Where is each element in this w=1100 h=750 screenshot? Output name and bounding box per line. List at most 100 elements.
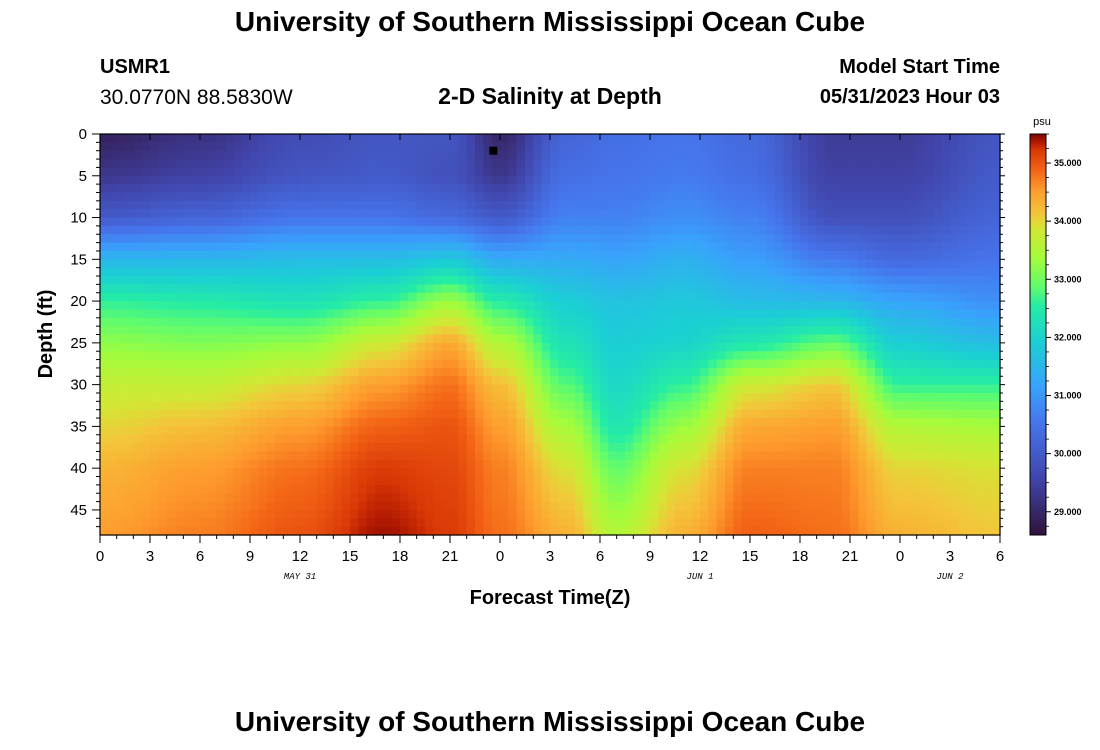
heatmap-cell: [508, 426, 518, 436]
heatmap-cell: [891, 184, 901, 194]
heatmap-cell: [733, 134, 743, 143]
heatmap-cell: [233, 317, 243, 327]
heatmap-cell: [683, 493, 693, 503]
heatmap-cell: [633, 518, 643, 528]
heatmap-cell: [575, 426, 584, 436]
heatmap-cell: [291, 526, 301, 536]
heatmap-cell: [450, 384, 459, 394]
heatmap-cell: [841, 484, 851, 494]
heatmap-cell: [733, 376, 743, 386]
heatmap-cell: [225, 142, 234, 152]
heatmap-cell: [325, 242, 334, 252]
heatmap-cell: [933, 200, 943, 210]
heatmap-cell: [600, 459, 609, 469]
heatmap-cell: [333, 409, 343, 419]
heatmap-cell: [708, 476, 718, 486]
heatmap-cell: [716, 142, 726, 152]
heatmap-cell: [825, 351, 834, 361]
heatmap-cell: [883, 267, 893, 277]
heatmap-cell: [158, 267, 168, 277]
heatmap-cell: [308, 234, 318, 244]
heatmap-cell: [258, 217, 268, 227]
heatmap-cell: [625, 250, 634, 260]
heatmap-cell: [391, 484, 401, 494]
heatmap-cell: [283, 234, 293, 244]
heatmap-cell: [616, 134, 626, 143]
heatmap-cell: [783, 142, 793, 152]
heatmap-cell: [341, 150, 351, 160]
heatmap-cell: [583, 401, 593, 411]
heatmap-cell: [308, 484, 318, 494]
heatmap-cell: [566, 434, 576, 444]
heatmap-cell: [458, 501, 468, 511]
heatmap-cell: [225, 484, 234, 494]
heatmap-cell: [566, 276, 576, 285]
heatmap-cell: [733, 434, 743, 444]
heatmap-cell: [283, 376, 293, 386]
heatmap-cell: [691, 142, 701, 152]
heatmap-cell: [958, 142, 968, 152]
heatmap-cell: [741, 468, 751, 478]
heatmap-cell: [658, 526, 668, 536]
heatmap-cell: [875, 326, 884, 336]
heatmap-cell: [958, 501, 968, 511]
heatmap-cell: [233, 167, 243, 177]
heatmap-cell: [608, 418, 618, 427]
heatmap-cell: [791, 334, 801, 344]
heatmap-cell: [275, 142, 284, 152]
heatmap-cell: [625, 134, 634, 143]
heatmap-cell: [475, 476, 484, 486]
heatmap-cell: [641, 459, 651, 469]
heatmap-cell: [616, 242, 626, 252]
heatmap-cell: [575, 250, 584, 260]
heatmap-cell: [416, 359, 426, 369]
heatmap-cell: [408, 468, 418, 478]
heatmap-cell: [316, 309, 326, 319]
heatmap-cell: [708, 326, 718, 336]
heatmap-cell: [266, 526, 276, 536]
heatmap-cell: [241, 326, 251, 336]
heatmap-cell: [450, 184, 459, 194]
heatmap-cell: [283, 509, 293, 519]
heatmap-cell: [458, 259, 468, 269]
heatmap-cell: [833, 434, 843, 444]
heatmap-cell: [375, 443, 384, 453]
heatmap-cell: [525, 326, 534, 336]
heatmap-cell: [891, 142, 901, 152]
heatmap-cell: [850, 301, 859, 311]
heatmap-cell: [725, 359, 734, 369]
heatmap-cell: [391, 509, 401, 519]
heatmap-cell: [325, 367, 334, 377]
heatmap-cell: [825, 250, 834, 260]
heatmap-cell: [300, 459, 309, 469]
heatmap-cell: [541, 209, 551, 219]
heatmap-cell: [416, 167, 426, 177]
heatmap-cell: [658, 459, 668, 469]
heatmap-cell: [116, 309, 126, 319]
heatmap-cell: [783, 159, 793, 169]
heatmap-cell: [533, 326, 543, 336]
heatmap-cell: [725, 250, 734, 260]
heatmap-cell: [166, 334, 176, 344]
heatmap-cell: [791, 192, 801, 202]
heatmap-cell: [891, 334, 901, 344]
heatmap-cell: [116, 359, 126, 369]
heatmap-cell: [208, 476, 218, 486]
heatmap-cell: [825, 209, 834, 219]
heatmap-cell: [100, 451, 109, 461]
heatmap-cell: [175, 418, 184, 427]
heatmap-cell: [283, 476, 293, 486]
heatmap-cell: [566, 509, 576, 519]
heatmap-cell: [575, 451, 584, 461]
heatmap-cell: [741, 134, 751, 143]
heatmap-cell: [133, 209, 143, 219]
heatmap-cell: [408, 484, 418, 494]
heatmap-cell: [833, 526, 843, 536]
heatmap-cell: [458, 401, 468, 411]
heatmap-cell: [816, 309, 826, 319]
heatmap-cell: [391, 376, 401, 386]
heatmap-cell: [325, 184, 334, 194]
heatmap-cell: [175, 317, 184, 327]
heatmap-cell: [633, 392, 643, 402]
heatmap-cell: [350, 501, 359, 511]
